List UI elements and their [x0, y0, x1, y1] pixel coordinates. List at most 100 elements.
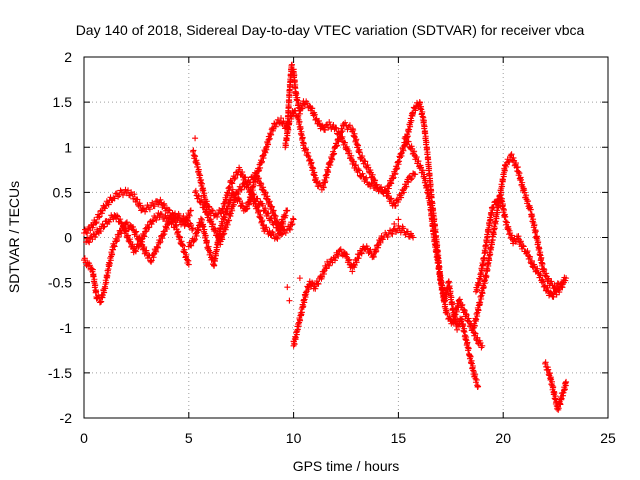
data-point	[394, 165, 401, 172]
data-point	[262, 205, 269, 212]
data-point	[415, 158, 422, 165]
data-point	[320, 184, 327, 191]
data-point	[423, 183, 430, 190]
data-point	[243, 206, 250, 213]
data-point	[188, 222, 195, 229]
data-point	[213, 246, 220, 253]
data-point	[367, 183, 374, 190]
data-point	[227, 210, 234, 217]
data-point	[500, 207, 507, 214]
data-point	[390, 174, 397, 181]
data-point	[369, 171, 376, 178]
data-point	[316, 117, 323, 124]
data-point	[146, 206, 153, 213]
data-point	[465, 315, 472, 322]
data-point	[106, 260, 113, 267]
data-point	[203, 198, 210, 205]
data-point	[461, 307, 468, 314]
data-point	[412, 107, 419, 114]
data-point	[472, 330, 479, 337]
data-point	[312, 285, 319, 292]
data-point	[561, 386, 568, 393]
data-point	[103, 279, 110, 286]
data-point	[153, 216, 160, 223]
y-tick-label: 2	[64, 49, 72, 65]
data-point	[150, 254, 157, 261]
data-point	[258, 158, 265, 165]
data-point	[96, 213, 103, 220]
data-point	[471, 322, 478, 329]
data-point	[266, 199, 273, 206]
data-point	[104, 272, 111, 279]
data-point	[237, 186, 244, 193]
data-point	[558, 395, 565, 402]
data-point	[143, 228, 150, 235]
y-tick-labels: -2 -1.5 -1 -0.5 0 0.5 1 1.5 2	[48, 49, 72, 426]
data-point	[482, 248, 489, 255]
data-point	[195, 193, 202, 200]
data-point	[384, 233, 391, 240]
data-point	[89, 266, 96, 273]
isolated-data-point	[395, 216, 402, 223]
data-point	[297, 125, 304, 132]
data-point	[125, 187, 132, 194]
data-point	[503, 163, 510, 170]
data-point	[349, 268, 356, 275]
data-point	[94, 228, 101, 235]
data-point	[378, 184, 385, 191]
data-point	[234, 191, 241, 198]
data-points	[81, 61, 570, 413]
data-point	[184, 217, 191, 224]
data-point	[364, 245, 371, 252]
data-point	[231, 175, 238, 182]
data-point	[494, 209, 501, 216]
data-point	[435, 259, 442, 266]
data-point	[98, 210, 105, 217]
data-point	[200, 187, 207, 194]
data-point	[376, 185, 383, 192]
data-point	[154, 243, 161, 250]
data-point	[81, 255, 88, 262]
series-satellite-track-L	[472, 191, 567, 300]
data-point	[146, 224, 153, 231]
data-point	[271, 218, 278, 225]
data-point	[146, 252, 153, 259]
data-point	[289, 221, 296, 228]
data-point	[289, 61, 296, 68]
series-satellite-track-J	[401, 133, 486, 351]
data-point	[293, 90, 300, 97]
data-point	[278, 115, 285, 122]
y-tick-label: -2	[60, 410, 73, 426]
data-point	[209, 207, 216, 214]
data-point	[219, 220, 226, 227]
data-point	[479, 290, 486, 297]
data-point	[302, 146, 309, 153]
data-point	[88, 265, 95, 272]
data-point	[348, 152, 355, 159]
data-point	[517, 239, 524, 246]
data-point	[131, 191, 138, 198]
data-point	[480, 283, 487, 290]
data-point	[536, 245, 543, 252]
data-point	[387, 227, 394, 234]
data-point	[138, 238, 145, 245]
data-point	[258, 181, 265, 188]
data-point	[363, 174, 370, 181]
data-point	[123, 219, 130, 226]
data-point	[551, 282, 558, 289]
data-point	[266, 227, 273, 234]
data-point	[392, 202, 399, 209]
data-point	[474, 287, 481, 294]
data-point	[387, 196, 394, 203]
data-point	[264, 193, 271, 200]
data-point	[288, 221, 295, 228]
data-point	[157, 196, 164, 203]
x-axis-label: GPS time / hours	[293, 458, 400, 474]
data-point	[268, 214, 275, 221]
data-point	[427, 181, 434, 188]
data-point	[305, 153, 312, 160]
data-point	[481, 255, 488, 262]
x-tick-label: 15	[391, 430, 407, 446]
data-point	[226, 217, 233, 224]
data-point	[305, 286, 312, 293]
